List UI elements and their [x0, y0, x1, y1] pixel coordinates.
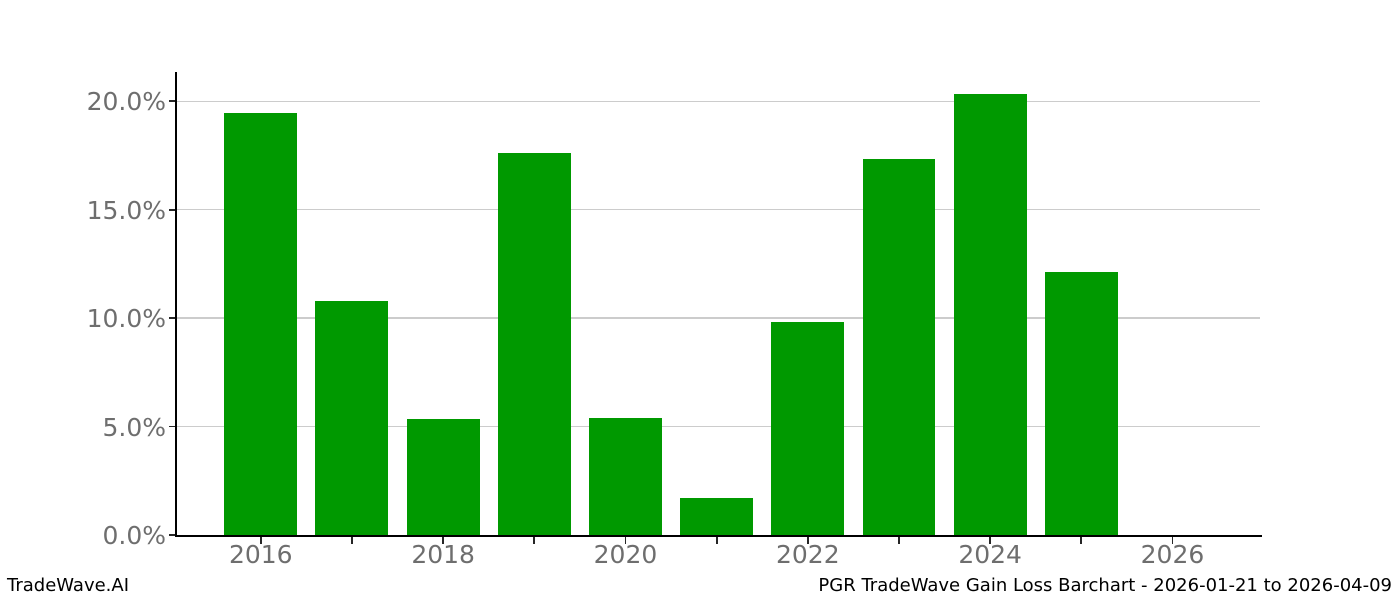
x-tick-label-2018: 2018 [411, 540, 475, 569]
x-tick-label-2016: 2016 [228, 540, 293, 569]
y-tick-15 [169, 208, 176, 211]
x-axis-spine [175, 535, 1262, 537]
bar-2019 [497, 153, 571, 535]
y-tick-label-15: 15.0% [86, 195, 166, 225]
x-tick-label-2020: 2020 [593, 540, 658, 569]
gridline-10pct [176, 317, 1260, 319]
x-tick-2023 [898, 537, 900, 544]
x-tick-2016 [259, 537, 262, 544]
x-tick-2018 [442, 537, 445, 544]
bar-2024 [953, 93, 1027, 535]
y-tick-0 [169, 534, 176, 536]
x-tick-2025 [1080, 537, 1083, 544]
bar-2025 [1044, 271, 1118, 535]
bar-2020 [588, 417, 662, 535]
x-tick-label-2022: 2022 [775, 540, 840, 569]
y-tick-10 [169, 317, 176, 320]
bar-2017 [315, 300, 389, 535]
gridline-5pct [176, 425, 1260, 428]
y-tick-20 [169, 100, 176, 103]
chart-caption: PGR TradeWave Gain Loss Barchart - 2026-… [818, 575, 1392, 596]
gridline-15pct [176, 208, 1260, 211]
x-tick-2020 [624, 537, 627, 544]
y-axis-spine [175, 72, 177, 537]
x-tick-label-2024: 2024 [958, 540, 1022, 569]
x-tick-2019 [533, 537, 536, 544]
x-tick-2022 [806, 537, 809, 544]
x-tick-2021 [715, 537, 718, 544]
bar-2023 [862, 158, 936, 535]
x-tick-2024 [989, 537, 992, 544]
bar-2018 [406, 418, 480, 535]
y-tick-label-10: 10.0% [86, 304, 166, 334]
x-tick-2026 [1171, 537, 1174, 544]
x-tick-2017 [351, 537, 353, 544]
y-tick-label-5: 5.0% [102, 412, 166, 442]
bar-2021 [680, 498, 754, 535]
bar-2022 [771, 322, 845, 535]
x-tick-label-2026: 2026 [1140, 540, 1205, 569]
y-tick-label-20: 20.0% [86, 87, 166, 117]
brand-text: TradeWave.AI [7, 575, 130, 596]
gridline-20pct [176, 100, 1260, 103]
y-tick-label-0: 0.0% [102, 521, 166, 550]
bar-2016 [224, 113, 298, 535]
y-tick-5 [169, 425, 176, 428]
